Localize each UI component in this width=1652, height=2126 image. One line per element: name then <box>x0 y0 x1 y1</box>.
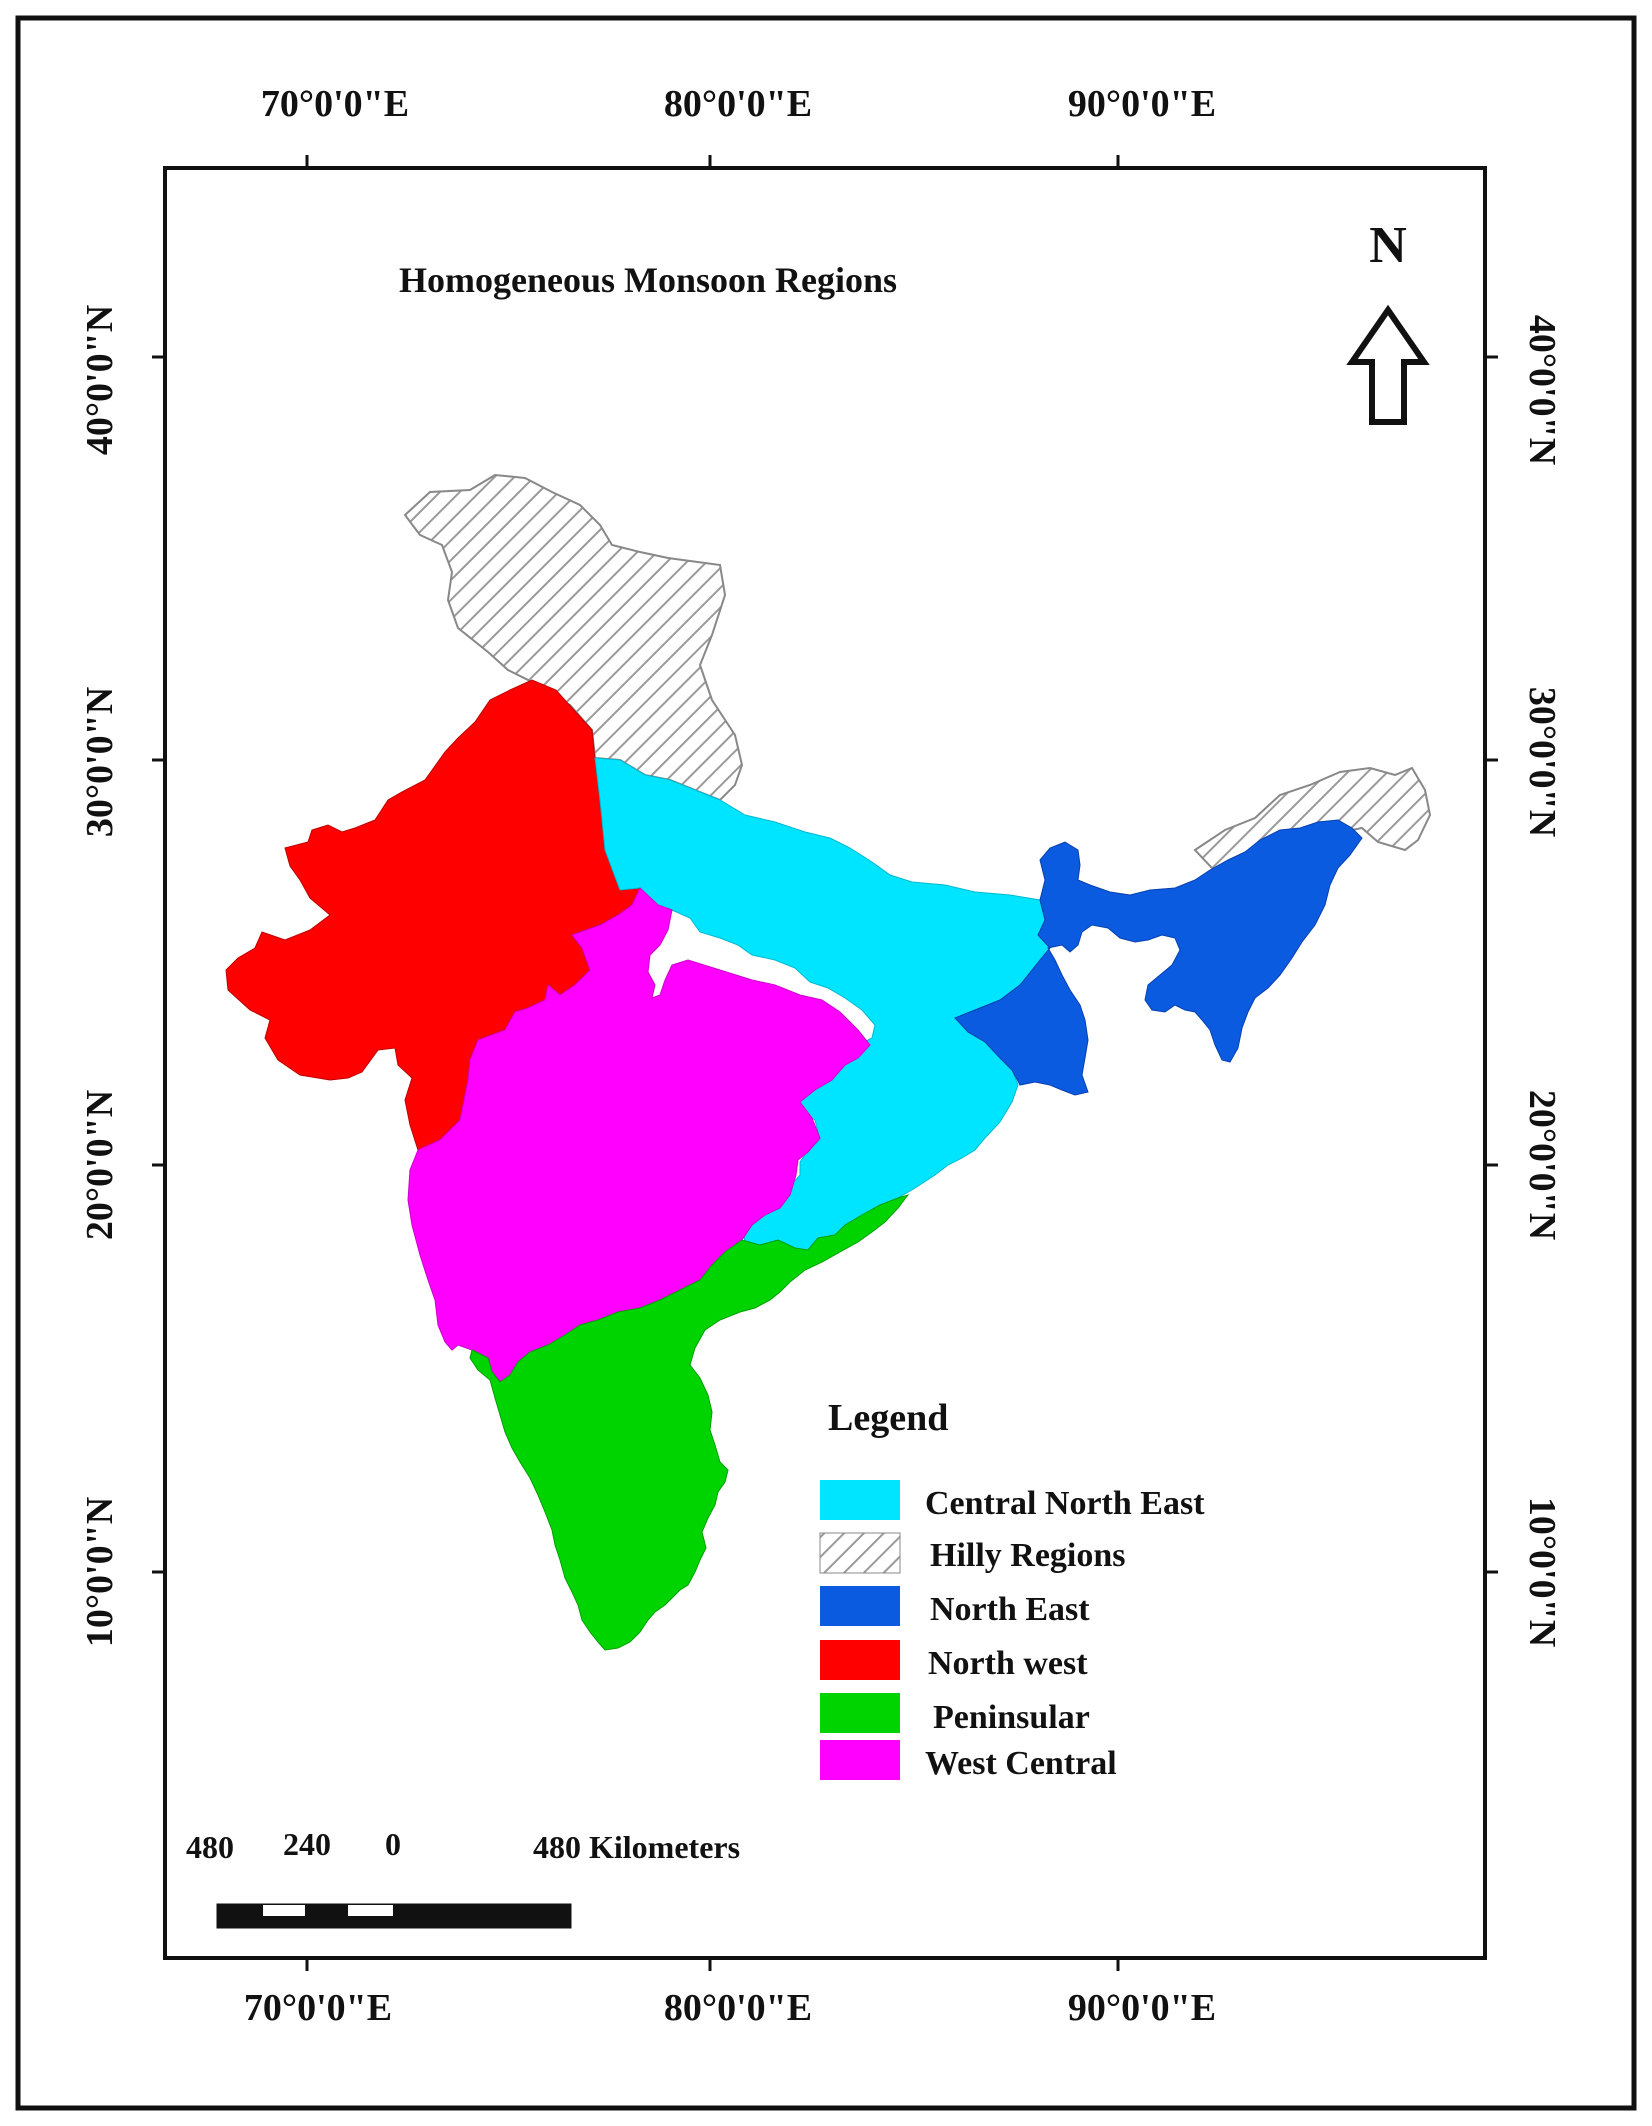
lat-label-left-40: 40°0'0"N <box>79 305 121 455</box>
legend-item: West Central <box>820 1740 1117 1782</box>
lat-label-right-40: 40°0'0"N <box>1521 315 1563 465</box>
legend-swatch-north-west <box>820 1640 900 1680</box>
lon-label-bottom-90: 90°0'0"E <box>1068 1987 1216 2029</box>
legend-item: Hilly Regions <box>819 1532 1126 1574</box>
lat-label-right-30: 30°0'0"N <box>1521 687 1563 837</box>
legend-swatch-hilly-regions <box>819 1532 901 1574</box>
lon-label-bottom-70: 70°0'0"E <box>244 1987 392 2029</box>
lon-label-top-70: 70°0'0"E <box>261 83 409 125</box>
legend-swatch-central-north-east <box>820 1480 900 1520</box>
north-arrow-icon <box>1346 304 1430 425</box>
legend-label-peninsular: Peninsular <box>933 1699 1090 1736</box>
lon-label-top-90: 90°0'0"E <box>1068 83 1216 125</box>
lon-label-bottom-80: 80°0'0"E <box>664 1987 812 2029</box>
region-peninsular <box>469 1194 910 1651</box>
scale-label-480-left: 480 <box>186 1829 234 1865</box>
lat-label-right-20: 20°0'0"N <box>1521 1090 1563 1240</box>
scale-label-240: 240 <box>283 1826 331 1862</box>
legend-title: Legend <box>828 1397 948 1439</box>
scale-label-0: 0 <box>385 1826 401 1862</box>
lon-label-top-80: 80°0'0"E <box>664 83 812 125</box>
map-title: Homogeneous Monsoon Regions <box>399 260 897 300</box>
scale-bar <box>216 1903 572 1929</box>
legend-label-north-east: North East <box>930 1591 1090 1628</box>
legend-label-hilly-regions: Hilly Regions <box>930 1537 1126 1574</box>
lat-label-right-10: 10°0'0"N <box>1521 1497 1563 1647</box>
region-north-east <box>954 819 1363 1096</box>
lat-label-left-20: 20°0'0"N <box>79 1090 121 1240</box>
north-label: N <box>1369 217 1407 274</box>
lat-label-left-10: 10°0'0"N <box>79 1497 121 1647</box>
legend-item: North west <box>820 1640 1088 1682</box>
lat-label-left-30: 30°0'0"N <box>79 687 121 837</box>
outer-frame <box>15 15 1637 2111</box>
legend-item: Central North East <box>820 1480 1205 1522</box>
legend-label-central-north-east: Central North East <box>925 1485 1205 1522</box>
scale-label-480-km: 480 Kilometers <box>533 1829 740 1865</box>
legend-swatch-west-central <box>820 1740 900 1780</box>
region-hilly-north <box>403 473 744 802</box>
legend-swatch-north-east <box>820 1586 900 1626</box>
legend-item: North East <box>820 1586 1090 1628</box>
legend-label-west-central: West Central <box>925 1745 1117 1782</box>
legend-item: Peninsular <box>820 1693 1090 1736</box>
graticule-ticks <box>152 155 1498 1971</box>
legend-swatch-peninsular <box>820 1693 900 1733</box>
map-frame <box>163 166 1487 1960</box>
legend-label-north-west: North west <box>928 1645 1088 1682</box>
